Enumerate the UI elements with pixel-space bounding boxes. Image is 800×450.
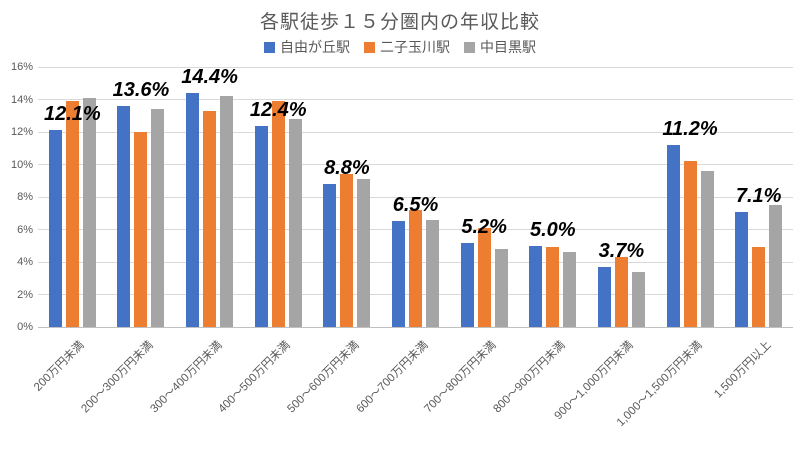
y-tick-label: 10% <box>10 158 33 171</box>
bar <box>546 247 560 327</box>
legend-item-1: 自由が丘駅 <box>264 37 350 57</box>
y-tick-label: 6% <box>17 223 33 236</box>
bar <box>65 101 79 327</box>
legend-label: 二子玉川駅 <box>380 39 450 55</box>
plot-area: 12.1% 13.6% 14.4% 12.4% 8.8% 6.5% 5.2% 5.0% 3.7%… <box>38 66 793 328</box>
bar <box>769 205 783 327</box>
bar <box>151 109 165 327</box>
legend-item-3: 中目黒駅 <box>464 37 536 57</box>
bar-group <box>724 67 793 327</box>
bar <box>529 245 543 327</box>
data-label: 3.7% <box>598 239 645 262</box>
bar-group <box>656 67 725 327</box>
data-label: 12.4% <box>249 98 307 121</box>
bar-group <box>587 67 656 327</box>
gridline <box>38 99 793 100</box>
bar <box>408 210 422 327</box>
bar <box>666 145 680 327</box>
bar <box>563 252 577 327</box>
data-label: 5.2% <box>461 215 507 238</box>
bar-group <box>244 67 313 327</box>
data-label: 13.6% <box>112 79 170 101</box>
bar <box>186 93 200 327</box>
bar <box>323 184 337 327</box>
bar <box>288 119 302 327</box>
bar <box>357 179 371 327</box>
data-label: 8.8% <box>324 157 370 179</box>
y-tick-label: 2% <box>17 288 33 301</box>
bar <box>425 219 439 327</box>
bar <box>271 101 285 327</box>
legend-swatch-icon <box>264 41 275 53</box>
data-label: 11.2% <box>662 118 718 140</box>
chart-title: 各駅徒歩１５分圏内の年収比較 <box>259 12 540 33</box>
legend: 自由が丘駅 二子玉川駅 中目黒駅 <box>0 37 800 57</box>
bar <box>460 242 474 327</box>
y-tick-label: 14% <box>10 93 33 106</box>
legend-label: 自由が丘駅 <box>280 39 350 55</box>
bar-group <box>518 67 587 327</box>
bar <box>48 130 62 327</box>
y-tick-label: 16% <box>10 61 33 73</box>
x-axis-label: 200万円未満 <box>32 339 87 394</box>
gridline <box>38 66 793 68</box>
bar <box>597 266 611 327</box>
gridline <box>38 326 793 328</box>
legend-swatch-icon <box>364 41 375 53</box>
bar-group <box>381 67 450 327</box>
bar <box>683 161 697 327</box>
bar <box>700 171 714 327</box>
bar <box>614 257 628 327</box>
legend-swatch-icon <box>464 41 475 53</box>
bar <box>203 110 217 327</box>
bar-group <box>313 67 382 327</box>
x-axis-label: 500～600万円未満 <box>285 339 362 416</box>
data-label: 6.5% <box>392 194 439 217</box>
legend-label: 中目黒駅 <box>480 39 536 55</box>
gridline <box>38 131 793 133</box>
bar-group <box>450 67 519 327</box>
x-axis-labels: 200万円未満 200～300万円未満 300～400万円未満 400～500万円未満… <box>32 333 793 443</box>
bar <box>134 132 148 327</box>
gridline <box>38 196 793 198</box>
data-label: 12.1% <box>43 103 101 126</box>
data-label: 14.4% <box>181 66 238 88</box>
y-tick-label: 12% <box>10 126 33 138</box>
bar <box>340 174 354 327</box>
bar <box>494 249 508 327</box>
x-axis-label: 200～300万円未満 <box>79 339 156 416</box>
y-tick-label: 0% <box>17 321 33 333</box>
y-tick-label: 8% <box>17 191 33 203</box>
bar-group <box>107 67 176 327</box>
bar <box>82 97 96 327</box>
x-axis-label: 1,500万円以上 <box>711 339 774 401</box>
bar <box>477 227 491 327</box>
bar-group <box>38 67 107 327</box>
data-label: 7.1% <box>735 184 782 207</box>
bar <box>752 247 766 327</box>
x-axis-label: 700～800万円未満 <box>422 339 499 416</box>
bar <box>631 271 645 327</box>
legend-item-2: 二子玉川駅 <box>364 37 450 57</box>
bar-group <box>175 67 244 327</box>
gridline <box>38 164 793 165</box>
bar <box>391 221 405 327</box>
x-axis-label: 400～500万円未満 <box>216 339 293 416</box>
bar <box>254 125 268 327</box>
y-tick-label: 4% <box>17 256 33 268</box>
data-label: 5.0% <box>529 218 576 241</box>
bar <box>117 106 131 327</box>
bar <box>220 96 234 327</box>
bar <box>735 211 749 327</box>
